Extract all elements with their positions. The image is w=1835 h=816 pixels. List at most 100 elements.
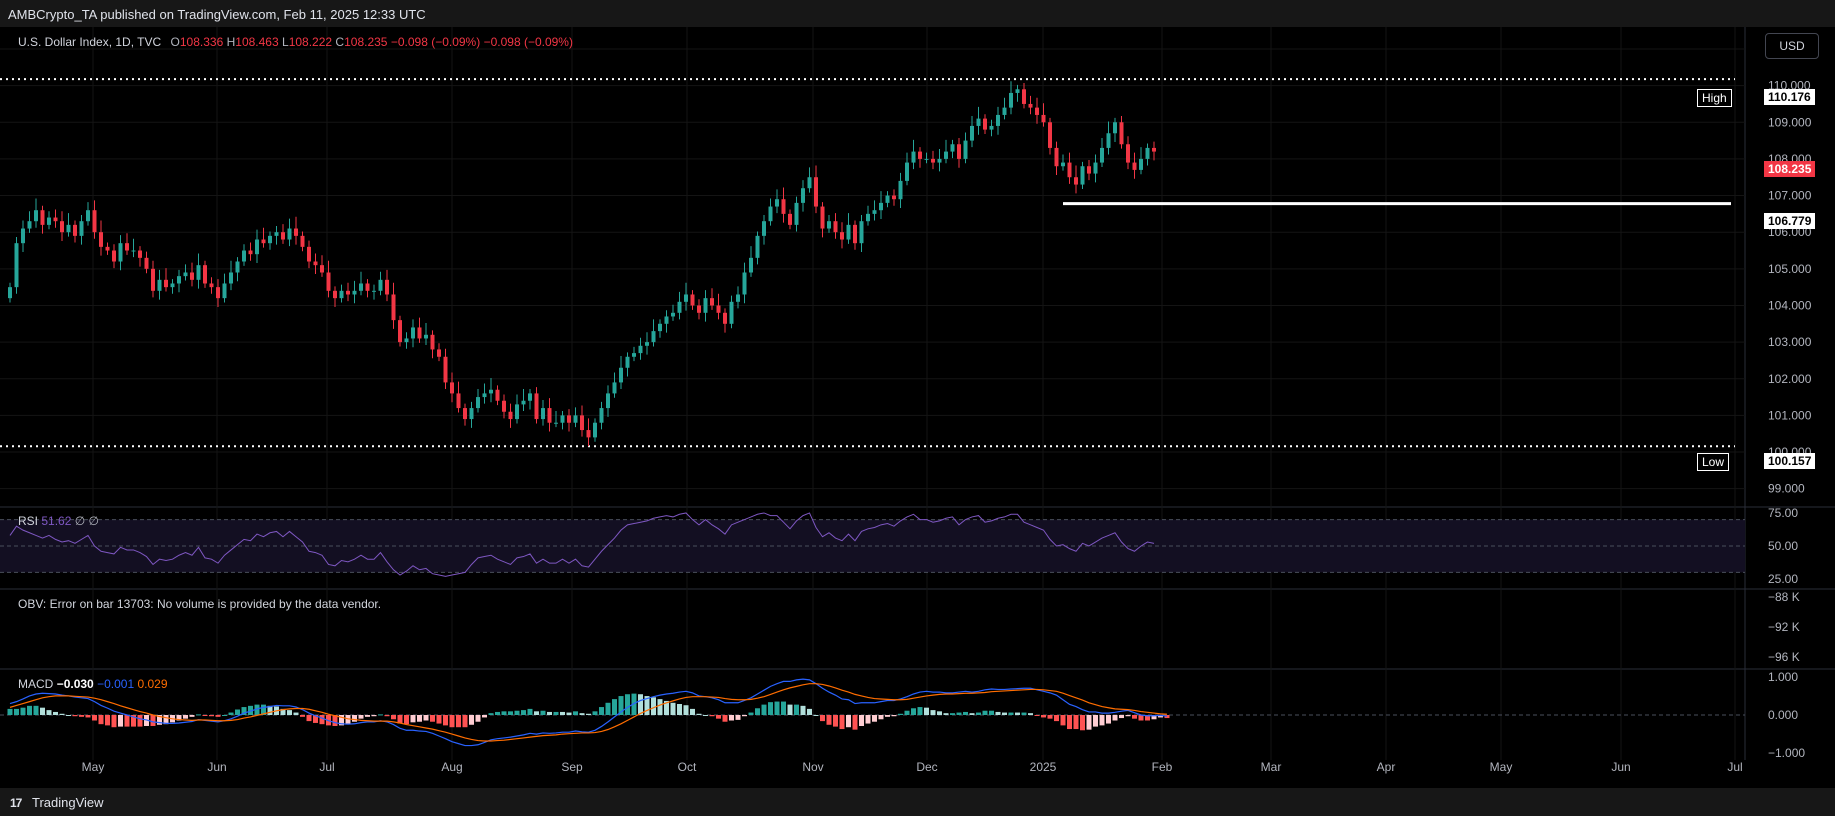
macd-histogram-bar (839, 715, 845, 730)
candle-body (606, 393, 610, 409)
macd-legend: MACD −0.030 −0.001 0.029 (18, 677, 168, 691)
candle-body (898, 180, 903, 200)
candle-body (164, 279, 168, 288)
macd-histogram-bar (46, 710, 52, 715)
candle-body (801, 188, 805, 203)
candle-body (443, 356, 448, 383)
macd-histogram-bar (605, 702, 611, 715)
macd-histogram-bar (404, 715, 409, 725)
candle-body (879, 202, 883, 211)
macd-histogram-bar (1028, 713, 1033, 715)
high-label: H (226, 35, 236, 49)
y-tick-label: 101.000 (1768, 408, 1812, 422)
tradingview-brand[interactable]: TradingView (32, 795, 104, 810)
macd-histogram-bar (774, 701, 780, 715)
candle-body (846, 224, 851, 240)
macd-histogram-bar (105, 715, 110, 726)
chart-canvas[interactable]: May Jun Jul Aug Sep Oct Nov Dec 2025 Feb Mar Apr May… (0, 27, 1835, 788)
candle-body (294, 228, 298, 236)
candle-body (86, 210, 90, 222)
candle-body (313, 261, 318, 266)
macd-histogram-bar (1164, 715, 1170, 719)
macd-tick-label: 1.000 (1768, 670, 1798, 684)
macd-histogram-bar (924, 707, 929, 715)
candle-body (1100, 147, 1104, 163)
candle-body (1054, 147, 1059, 167)
macd-histogram-bar (579, 713, 585, 715)
macd-histogram-bar (735, 715, 741, 720)
macd-histogram-bar (157, 715, 162, 725)
chart-area[interactable]: May Jun Jul Aug Sep Oct Nov Dec 2025 Feb Mar Apr May… (0, 27, 1835, 788)
symbol-legend: U.S. Dollar Index, 1D, TVC O108.336 H108… (18, 35, 573, 49)
macd-histogram-bar (527, 708, 533, 715)
macd-histogram-bar (72, 715, 78, 717)
macd-histogram-bar (475, 715, 481, 722)
candle-body (144, 257, 149, 269)
candle-body (645, 342, 649, 346)
macd-histogram-bar (508, 711, 513, 715)
x-tick-label: Aug (441, 760, 462, 774)
candle-body (430, 334, 435, 350)
candle-body (690, 294, 695, 306)
rsi-name[interactable]: RSI (18, 514, 39, 528)
macd-histogram-bar (560, 711, 565, 715)
macd-histogram-bar (59, 713, 65, 715)
candle-body (469, 408, 474, 420)
footer-bar: 17 TradingView (0, 788, 1835, 816)
candle-body (235, 261, 240, 273)
candle-body (762, 221, 766, 236)
currency-button[interactable]: USD (1765, 33, 1819, 59)
candle-body (944, 151, 948, 159)
candle-body (1061, 162, 1065, 167)
macd-histogram-bar (1106, 715, 1111, 724)
symbol-name[interactable]: U.S. Dollar Index, 1D, TVC (18, 35, 162, 49)
candle-body (320, 265, 324, 273)
macd-histogram-bar (196, 714, 201, 716)
candle-body (963, 140, 968, 159)
candle-body (742, 272, 747, 295)
macd-histogram-bar (222, 715, 227, 716)
obv-tick-label: −88 K (1768, 590, 1800, 604)
macd-histogram-bar (339, 715, 344, 726)
macd-histogram-bar (92, 715, 97, 721)
macd-histogram-bar (443, 715, 448, 726)
candle-body (118, 243, 123, 262)
candle-body (892, 195, 896, 200)
macd-signal-line (9, 683, 1168, 742)
tradingview-logo-icon[interactable]: 17 (10, 796, 22, 810)
macd-histogram-bar (66, 715, 71, 716)
candle-body (79, 221, 84, 236)
macd-histogram-bar (163, 715, 169, 725)
candle-body (170, 283, 175, 288)
candle-body (937, 158, 942, 163)
macd-histogram-bar (488, 713, 494, 715)
macd-histogram-bar (306, 715, 312, 722)
candle-body (1035, 107, 1039, 115)
macd-histogram-bar (371, 715, 377, 717)
candle-body (924, 158, 929, 160)
high-line-label: High (1697, 89, 1732, 107)
macd-histogram-bar (846, 715, 851, 728)
macd-histogram-bar (670, 702, 676, 715)
candle-body (755, 235, 760, 258)
macd-histogram-bar (1093, 715, 1098, 727)
macd-histogram-bar (261, 704, 266, 715)
candle-body (411, 327, 415, 339)
macd-histogram-bar (235, 709, 240, 715)
macd-histogram-bar (1008, 712, 1014, 715)
macd-histogram-bar (592, 711, 598, 715)
macd-histogram-bar (183, 715, 188, 719)
candle-body (612, 382, 617, 394)
rsi-value: 51.62 (41, 514, 72, 528)
macd-histogram-bar (534, 711, 539, 715)
macd-name[interactable]: MACD (18, 677, 54, 691)
obv-error-text: OBV: Error on bar 13703: No volume is pr… (18, 597, 382, 611)
candle-body (1132, 162, 1137, 170)
candle-body (125, 243, 129, 251)
macd-histogram-bar (293, 712, 299, 715)
macd-histogram-bar (248, 705, 253, 715)
macd-histogram-bar (768, 702, 773, 715)
macd-histogram-bar (638, 694, 643, 715)
candle-body (1048, 122, 1052, 148)
candle-body (138, 250, 142, 258)
